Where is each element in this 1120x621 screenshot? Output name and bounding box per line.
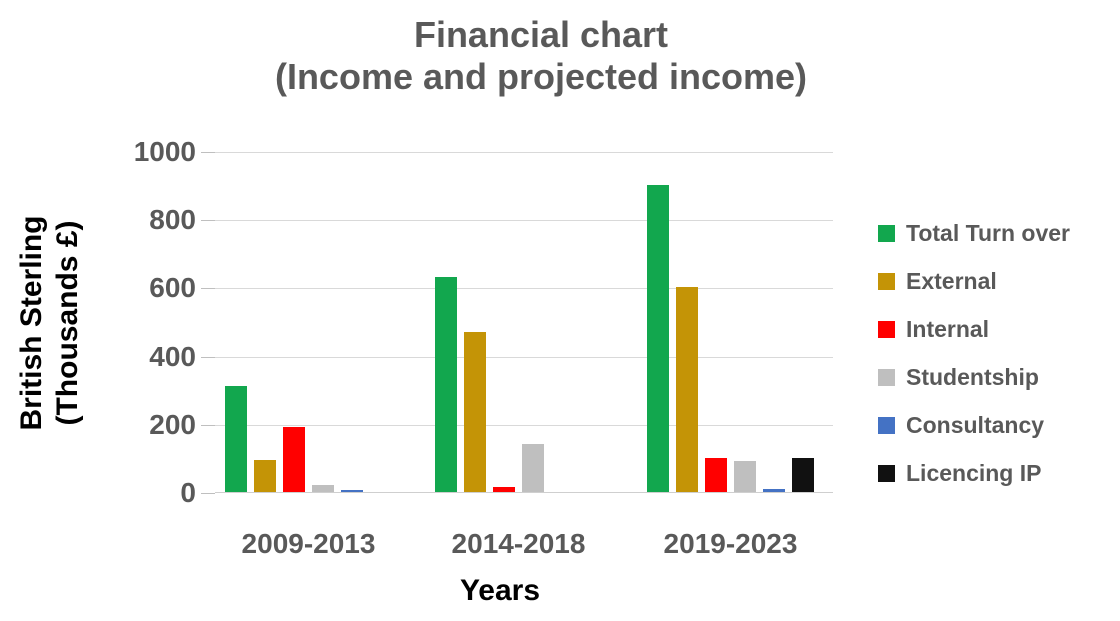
gridline-400 (215, 356, 833, 358)
gridline-200 (215, 424, 833, 426)
bar-internal-2009-2013 (283, 427, 305, 492)
gridline-800 (215, 220, 833, 222)
bar-group-2009-2013 (225, 386, 392, 492)
y-tick-mark-400 (201, 356, 215, 358)
chart-title-line1: Financial chart (413, 14, 669, 55)
bar-studentship-2014-2018 (522, 444, 544, 492)
legend-swatch-external (878, 272, 895, 290)
y-tick-mark-800 (201, 220, 215, 222)
legend-swatch-consultancy (878, 416, 895, 434)
y-tick-label-0: 0 (180, 477, 196, 508)
y-tick-label-1000: 1000 (133, 136, 196, 167)
legend-swatch-internal (878, 320, 895, 338)
bar-external-2009-2013 (254, 459, 276, 492)
y-tick-mark-600 (201, 288, 215, 290)
bar-group-2019-2023 (647, 185, 814, 492)
bar-external-2014-2018 (464, 331, 486, 492)
plot-area (215, 152, 833, 493)
legend-label-total-turn-over: Total Turn over (906, 219, 1070, 246)
legend-label-studentship: Studentship (906, 363, 1039, 390)
bar-group-2014-2018 (435, 277, 602, 492)
y-axis-title-line2: (Thousands £) (51, 220, 84, 426)
bar-licencing-ip-2019-2023 (792, 457, 814, 492)
y-tick-mark-200 (201, 424, 215, 426)
legend-label-licencing-ip: Licencing IP (906, 459, 1042, 486)
x-tick-label-2014-2018: 2014-2018 (451, 528, 586, 559)
bar-studentship-2009-2013 (312, 485, 334, 492)
legend-item-licencing-ip: Licencing IP (878, 449, 1070, 497)
x-tick-label-2019-2023: 2019-2023 (663, 528, 798, 559)
legend-swatch-licencing-ip (878, 464, 895, 482)
legend-label-external: External (906, 267, 997, 294)
y-axis-title: British Sterling (Thousands £) (14, 173, 88, 473)
y-tick-label-600: 600 (149, 272, 196, 304)
y-tick-label-400: 400 (149, 340, 196, 372)
legend-item-studentship: Studentship (878, 353, 1070, 401)
x-axis-title: Years (459, 574, 541, 607)
chart-legend: Total Turn over External Internal Studentsh… (878, 209, 1070, 497)
bar-internal-2019-2023 (705, 457, 727, 492)
x-tick-label-2009-2013: 2009-2013 (241, 528, 376, 559)
legend-label-internal: Internal (906, 315, 990, 342)
y-tick-mark-1000 (201, 152, 215, 153)
legend-swatch-total-turn-over (878, 224, 895, 242)
legend-item-internal: Internal (878, 305, 1070, 353)
bar-consultancy-2019-2023 (763, 488, 785, 492)
y-tick-label-200: 200 (149, 408, 196, 440)
legend-swatch-studentship (878, 368, 895, 386)
y-tick-label-800: 800 (149, 204, 196, 236)
legend-item-external: External (878, 257, 1070, 305)
bar-total-turn-over-2019-2023 (647, 185, 669, 492)
chart-title: Financial chart (Income and projected in… (0, 14, 1082, 98)
bar-external-2019-2023 (676, 287, 698, 492)
y-tick-mark-0 (201, 493, 215, 494)
y-axis-title-line1: British Sterling (15, 215, 48, 431)
legend-item-total-turn-over: Total Turn over (878, 209, 1070, 257)
legend-item-consultancy: Consultancy (878, 401, 1070, 449)
legend-label-consultancy: Consultancy (906, 411, 1045, 438)
gridline-600 (215, 288, 833, 290)
bar-internal-2014-2018 (493, 486, 515, 492)
bar-consultancy-2009-2013 (341, 490, 363, 492)
bar-studentship-2019-2023 (734, 461, 756, 492)
chart-title-line2: (Income and projected income) (274, 56, 808, 97)
bar-total-turn-over-2009-2013 (225, 386, 247, 492)
bar-total-turn-over-2014-2018 (435, 277, 457, 492)
gridline-1000 (215, 152, 833, 153)
